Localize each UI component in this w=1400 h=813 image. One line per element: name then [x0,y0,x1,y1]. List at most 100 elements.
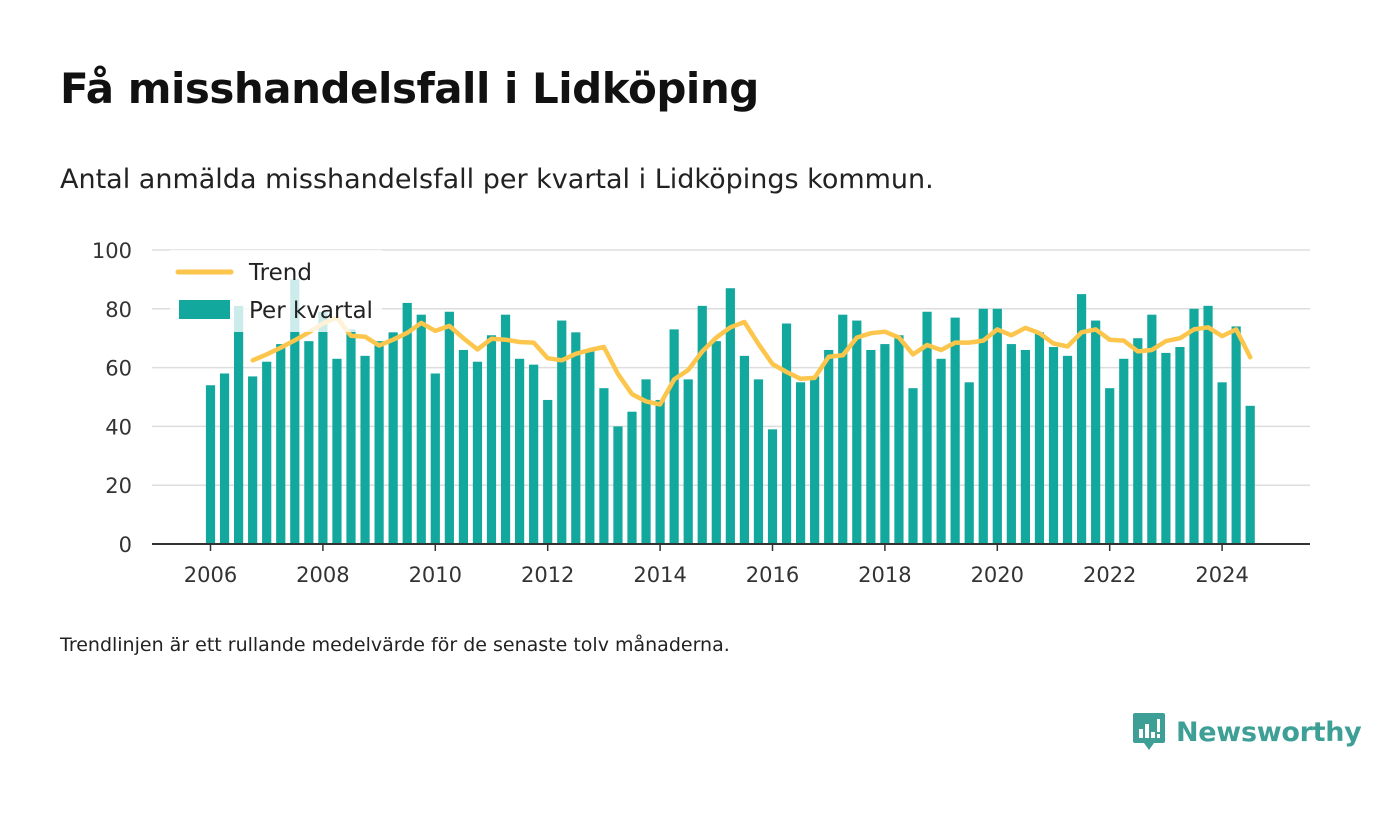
legend-bar-label: Per kvartal [249,298,373,324]
bar [1231,326,1241,544]
bar [571,332,581,544]
x-tick-label: 2016 [746,563,799,587]
bar [332,358,342,544]
bar [922,311,932,544]
bar [1189,308,1199,544]
bar [374,341,384,544]
bar [810,376,820,544]
bar [557,320,567,544]
bar [402,302,412,544]
bar-series [205,279,1255,544]
bar [852,320,862,544]
bar [234,305,244,544]
bar [866,349,876,544]
y-tick-label: 80 [105,298,132,322]
bar [529,364,539,544]
y-tick-label: 60 [105,357,132,381]
bar-chart: 0 20 40 60 80 100 2006 2008 2010 2012 2014 2016 201… [92,239,1310,587]
y-axis-ticks: 0 20 40 60 80 100 [92,239,132,557]
bar [346,329,356,544]
bar [1133,338,1143,544]
bar [824,349,834,544]
bar [936,358,946,544]
legend-trend-label: Trend [248,260,312,286]
bar [472,361,483,544]
x-tick-label: 2024 [1195,563,1248,587]
bar [781,323,792,544]
bar [262,361,272,544]
bar [1147,314,1157,544]
brand-name: Newsworthy [1176,716,1362,748]
bar [950,317,960,544]
bar [416,314,426,544]
bar [1217,382,1227,544]
bar [641,379,651,544]
x-tick-label: 2008 [296,563,349,587]
bar [219,373,230,544]
bar [880,344,890,544]
bar [430,373,440,544]
x-tick-label: 2014 [633,563,686,587]
bar [978,308,988,544]
bar [1062,355,1073,544]
x-axis: 2006 2008 2010 2012 2014 2016 2018 2020 2022 2024 [152,543,1310,587]
bar [1119,358,1129,544]
bar [248,376,258,544]
y-tick-label: 20 [105,474,132,498]
bar [360,355,370,544]
x-tick-label: 2022 [1083,563,1136,587]
bar [290,279,300,544]
bar [894,335,904,544]
bar [627,411,637,544]
y-tick-label: 100 [92,239,132,263]
bar [1245,405,1255,544]
bar [739,355,749,544]
bar [697,305,707,544]
bar [1006,344,1016,544]
x-tick-label: 2010 [409,563,462,587]
bar [585,349,595,544]
bar [304,341,314,544]
chart-subtitle: Antal anmälda misshandelsfall per kvarta… [60,164,934,195]
bar [613,426,623,544]
bar [515,358,525,544]
bar [683,379,693,544]
bar [669,329,679,544]
bar [725,288,735,544]
bar [1175,347,1185,544]
x-tick-label: 2018 [858,563,911,587]
bar [1105,388,1115,544]
legend-bar-swatch [179,300,230,319]
bar [711,341,721,544]
newsworthy-logo-icon [1133,713,1165,750]
bar [318,311,328,544]
trend-series [250,315,1253,407]
bar [796,382,806,544]
x-tick-label: 2006 [184,563,237,587]
trend-line [250,315,1253,407]
footnote: Trendlinjen är ett rullande medelvärde f… [60,634,730,656]
bar [964,382,974,544]
x-tick-label: 2012 [521,563,574,587]
chart-title: Få misshandelsfall i Lidköping [60,64,759,113]
legend[interactable]: Trend Per kvartal [170,250,382,332]
bar [500,314,511,544]
y-tick-label: 40 [105,415,132,439]
bar [992,308,1002,544]
bar [767,429,778,544]
bar [1020,349,1030,544]
brand-logo[interactable]: Newsworthy [1132,712,1362,752]
bar [458,349,468,544]
x-tick-label: 2020 [971,563,1024,587]
bar [205,385,216,544]
bar [1077,294,1087,544]
bar [486,335,497,544]
bar [838,314,848,544]
y-tick-label: 0 [119,533,132,557]
bar [599,388,609,544]
bar [444,311,454,544]
bar [753,379,764,544]
bar [1048,347,1059,544]
bar [655,399,665,544]
bar [1091,320,1101,544]
